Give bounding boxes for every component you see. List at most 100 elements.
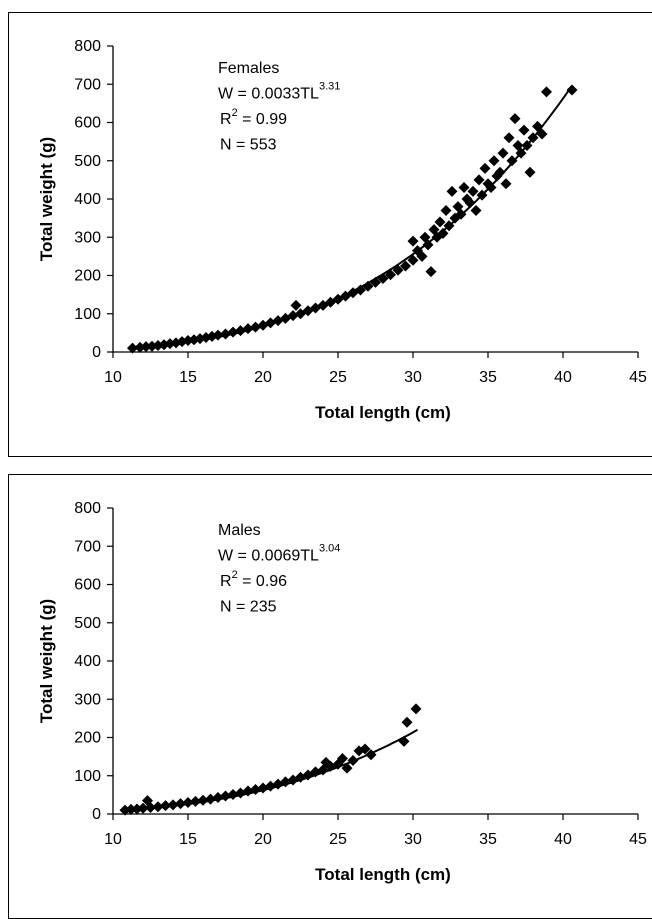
- data-point: [524, 166, 536, 178]
- annotation-sample-size: N = 235: [220, 599, 277, 616]
- data-point: [476, 189, 488, 201]
- r2-superscript: 2: [232, 569, 238, 581]
- y-axis-title: Total weight (g): [37, 137, 56, 261]
- x-tick-label: 35: [479, 369, 497, 386]
- x-tick-label: 35: [479, 831, 497, 848]
- data-point: [355, 284, 366, 296]
- data-point: [242, 785, 254, 797]
- equation-exponent: 3.31: [319, 81, 340, 93]
- y-tick-label: 400: [74, 191, 101, 208]
- annotation-sample-size: N = 553: [220, 137, 277, 154]
- data-point: [467, 185, 479, 197]
- data-point: [400, 260, 411, 272]
- data-point: [341, 762, 353, 774]
- x-axis-title: Total length (cm): [315, 865, 451, 884]
- x-tick-label: 25: [329, 831, 347, 848]
- data-point: [455, 208, 467, 220]
- males-chart: 0 100 200 300 400 500 600 700 800 10 15 20 25 30 35 40 4…: [37, 500, 647, 884]
- y-tick-label: 700: [74, 538, 101, 555]
- data-point: [145, 801, 156, 813]
- equation-base: W = 0.0033TL: [218, 86, 319, 103]
- data-point: [131, 803, 143, 815]
- females-chart: 0 100 200 300 400 500 600 700 800 10 15 20 25 30 35 40 4…: [37, 38, 647, 422]
- data-point: [392, 264, 404, 276]
- data-point: [532, 120, 543, 132]
- y-tick-label: 600: [74, 115, 101, 132]
- data-point: [197, 794, 209, 806]
- y-tick-label: 500: [74, 615, 101, 632]
- annotation-equation: W = 0.0033TL3.31: [218, 81, 340, 103]
- data-point: [488, 155, 500, 167]
- data-point: [515, 147, 527, 159]
- annotation-group-label: Males: [218, 522, 261, 539]
- x-tick-label: 10: [104, 831, 122, 848]
- x-axis-title: Total length (cm): [315, 403, 451, 422]
- y-tick-label: 800: [74, 500, 101, 517]
- data-point: [280, 776, 291, 788]
- data-point: [265, 780, 276, 792]
- data-point: [416, 250, 428, 262]
- data-point: [310, 766, 321, 778]
- data-point: [458, 182, 470, 194]
- data-point: [473, 174, 485, 186]
- data-point: [503, 132, 515, 144]
- data-point: [412, 245, 423, 257]
- data-point: [337, 753, 348, 765]
- equation-base: W = 0.0069TL: [218, 548, 319, 565]
- data-point: [127, 342, 138, 354]
- data-point: [536, 128, 548, 140]
- y-tick-label: 100: [74, 768, 101, 785]
- y-tick-label: 300: [74, 691, 101, 708]
- data-point: [446, 185, 458, 197]
- data-point: [235, 787, 246, 799]
- data-point: [377, 273, 389, 285]
- y-tick-label: 700: [74, 76, 101, 93]
- data-point: [325, 760, 336, 772]
- y-tick-label: 200: [74, 730, 101, 747]
- data-point: [212, 329, 224, 341]
- x-tick-label: 15: [179, 369, 197, 386]
- data-point: [287, 310, 299, 322]
- data-point: [250, 784, 261, 796]
- data-point: [385, 269, 396, 281]
- data-point: [182, 797, 194, 809]
- data-point: [125, 803, 137, 815]
- data-point: [422, 239, 434, 251]
- y-tick-label: 200: [74, 268, 101, 285]
- y-tick-label: 800: [74, 38, 101, 55]
- data-point: [365, 749, 377, 761]
- data-point: [440, 204, 452, 216]
- data-point: [370, 276, 381, 288]
- females-chart-panel: 0 100 200 300 400 500 600 700 800 10 15 20 25 30 35 40 4…: [8, 12, 652, 457]
- x-tick-label: 30: [404, 831, 422, 848]
- y-tick-label: 400: [74, 653, 101, 670]
- data-point: [443, 220, 455, 232]
- annotation-equation: W = 0.0069TL3.04: [218, 543, 340, 565]
- x-tick-label: 15: [179, 831, 197, 848]
- x-tick-label: 45: [629, 831, 647, 848]
- data-point: [152, 801, 164, 813]
- data-point: [227, 326, 239, 338]
- data-point: [398, 735, 410, 747]
- x-tick-label: 10: [104, 369, 122, 386]
- x-tick-label: 40: [554, 369, 572, 386]
- data-point: [437, 227, 449, 239]
- data-point: [521, 139, 533, 151]
- data-point: [359, 743, 371, 755]
- data-point: [175, 798, 186, 810]
- r2-value: = 0.96: [238, 573, 287, 590]
- data-point: [407, 235, 419, 247]
- data-point: [290, 299, 302, 311]
- data-point: [500, 178, 512, 190]
- data-point: [485, 182, 497, 194]
- data-point: [362, 280, 374, 292]
- data-point: [464, 197, 476, 209]
- y-tick-label: 500: [74, 153, 101, 170]
- x-tick-label: 20: [254, 369, 272, 386]
- data-point: [470, 204, 482, 216]
- data-point: [509, 113, 521, 125]
- data-point: [541, 86, 552, 98]
- data-point: [518, 124, 530, 136]
- data-point: [410, 703, 422, 715]
- y-tick-label: 0: [92, 806, 101, 823]
